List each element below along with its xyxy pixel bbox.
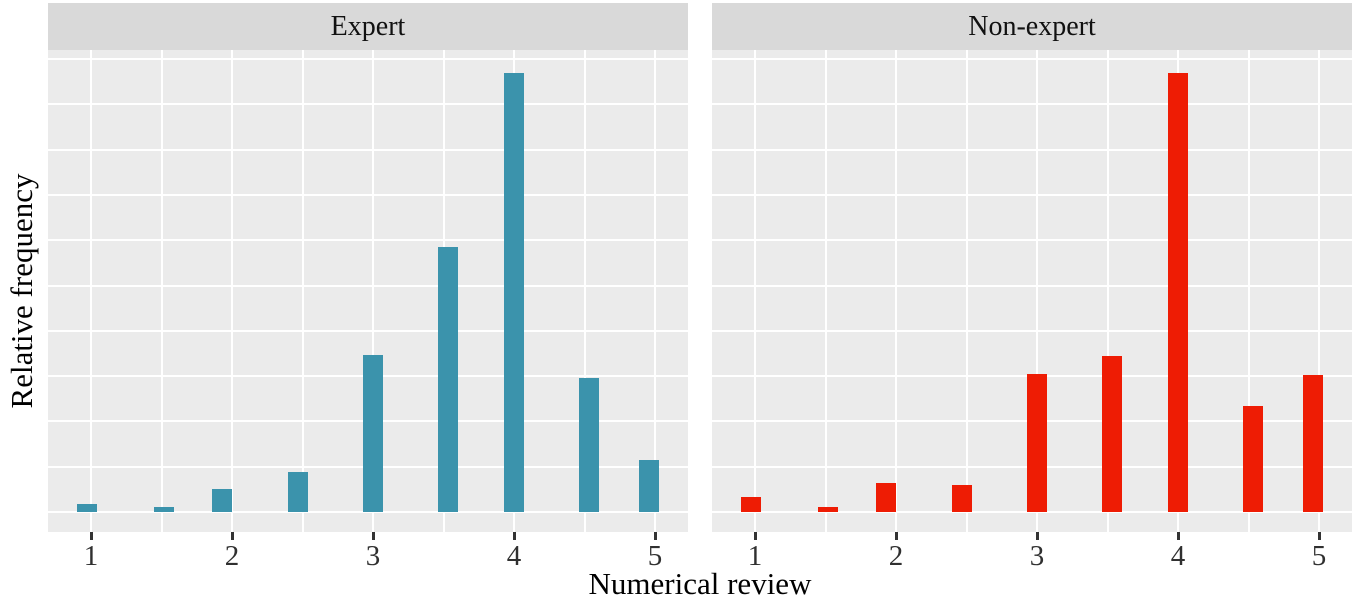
bar [76, 504, 97, 512]
x-axis-tick [371, 532, 375, 540]
facet-strip-label: Expert [330, 10, 406, 42]
horizontal-gridline [712, 239, 1352, 242]
horizontal-gridline [48, 329, 688, 332]
bar [1303, 374, 1324, 512]
x-tick-label: 5 [647, 540, 663, 572]
vertical-gridline [1247, 50, 1250, 532]
bar [1168, 72, 1188, 512]
x-tick-label: 1 [747, 540, 763, 572]
bar [288, 472, 309, 512]
x-tick-label: 3 [1029, 540, 1045, 572]
bar [1242, 405, 1263, 512]
x-axis-tick [1035, 532, 1039, 540]
y-axis-title: Relative frequency [4, 173, 39, 409]
vertical-gridline [1318, 50, 1320, 532]
vertical-gridline [965, 50, 968, 532]
vertical-gridline [583, 50, 586, 532]
bar [504, 72, 524, 512]
vertical-gridline [1036, 50, 1038, 532]
vertical-gridline [824, 50, 827, 532]
vertical-gridline [895, 50, 897, 532]
horizontal-gridline [48, 239, 688, 242]
x-axis-tick [89, 532, 93, 540]
bar [212, 489, 233, 512]
bar [639, 459, 660, 512]
bar [437, 247, 458, 512]
vertical-gridline [160, 50, 163, 532]
x-tick-label: 1 [83, 540, 99, 572]
horizontal-gridline [712, 284, 1352, 287]
vertical-gridline [1106, 50, 1109, 532]
x-axis-tick [753, 532, 757, 540]
horizontal-gridline [48, 193, 688, 196]
horizontal-gridline [712, 511, 1352, 513]
bar [1027, 373, 1047, 512]
horizontal-gridline [48, 511, 688, 513]
bar [363, 354, 383, 512]
x-axis-tick [1176, 532, 1180, 540]
bar [154, 507, 175, 512]
vertical-gridline [90, 50, 92, 532]
facet-strip: Non-expert [712, 3, 1352, 50]
facet-panel [712, 50, 1352, 532]
facet-strip-label: Non-expert [968, 10, 1096, 42]
horizontal-gridline [712, 148, 1352, 151]
x-axis-tick [230, 532, 234, 540]
vertical-gridline [654, 50, 656, 532]
vertical-gridline [754, 50, 756, 532]
x-tick-label: 3 [365, 540, 381, 572]
x-tick-label: 4 [506, 540, 522, 572]
horizontal-gridline [48, 103, 688, 106]
bar [952, 484, 973, 512]
horizontal-gridline [712, 58, 1352, 60]
bar [1101, 355, 1122, 512]
bar [578, 378, 599, 512]
facet-strip: Expert [48, 3, 688, 50]
x-axis-title: Numerical review [588, 566, 812, 601]
horizontal-gridline [712, 329, 1352, 332]
horizontal-gridline [712, 103, 1352, 106]
x-axis-tick [1317, 532, 1321, 540]
x-tick-label: 4 [1170, 540, 1186, 572]
x-tick-label: 2 [224, 540, 240, 572]
x-axis-tick [894, 532, 898, 540]
horizontal-gridline [48, 148, 688, 151]
horizontal-gridline [712, 193, 1352, 196]
bar [876, 482, 897, 512]
vertical-gridline [301, 50, 304, 532]
x-tick-label: 5 [1311, 540, 1327, 572]
facet-panel [48, 50, 688, 532]
horizontal-gridline [48, 284, 688, 287]
bar [818, 507, 839, 512]
bar [740, 497, 761, 512]
x-tick-label: 2 [888, 540, 904, 572]
horizontal-gridline [48, 58, 688, 60]
x-axis-tick [512, 532, 516, 540]
vertical-gridline [372, 50, 374, 532]
x-axis-tick [653, 532, 657, 540]
vertical-gridline [231, 50, 233, 532]
